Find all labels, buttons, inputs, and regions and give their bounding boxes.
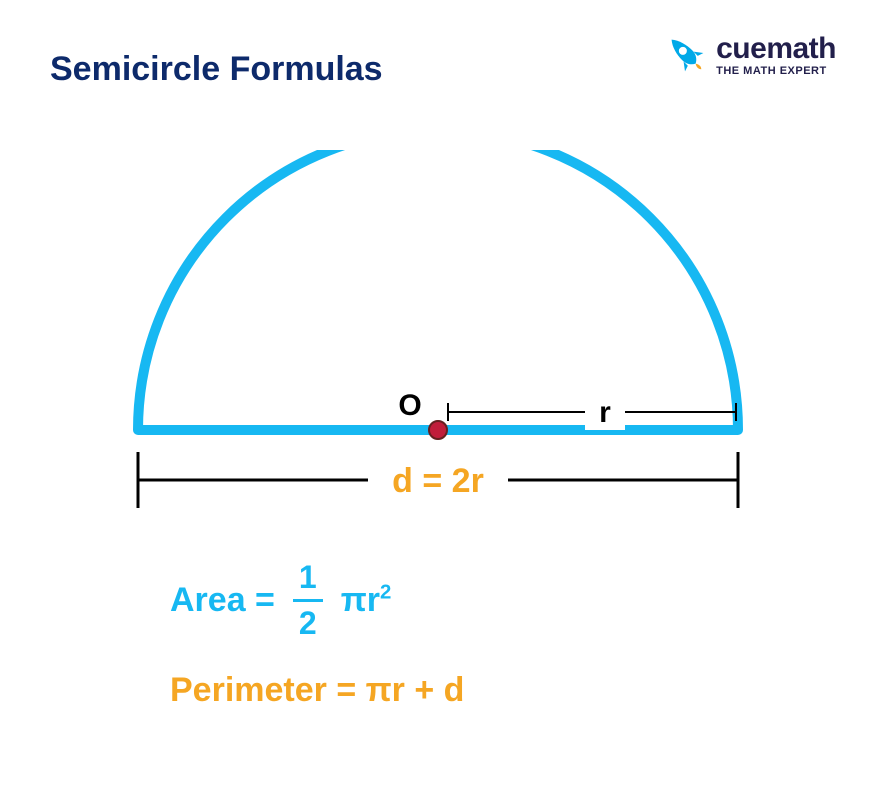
semicircle-shape bbox=[138, 150, 738, 430]
area-formula: Area = 1 2 πr2 bbox=[170, 560, 464, 641]
page: Semicircle Formulas cuemath THE MATH EXP… bbox=[0, 0, 876, 793]
logo-brand: cuemath bbox=[716, 34, 836, 64]
fraction-numerator: 1 bbox=[293, 560, 323, 602]
radius-marker: r bbox=[448, 394, 736, 430]
center-dot bbox=[429, 421, 447, 439]
perimeter-formula: Perimeter = πr + d bbox=[170, 671, 464, 710]
one-half-fraction: 1 2 bbox=[293, 560, 323, 641]
diameter-label: d = 2r bbox=[392, 462, 484, 500]
fraction-denominator: 2 bbox=[299, 602, 317, 641]
semicircle-diagram: O r d = 2r bbox=[0, 150, 876, 530]
exponent: 2 bbox=[380, 582, 391, 604]
area-label: Area = bbox=[170, 581, 275, 620]
center-label: O bbox=[398, 389, 421, 422]
page-title: Semicircle Formulas bbox=[50, 50, 383, 89]
formulas-block: Area = 1 2 πr2 Perimeter = πr + d bbox=[170, 560, 464, 710]
logo-tagline: THE MATH EXPERT bbox=[716, 66, 836, 77]
rocket-icon bbox=[662, 30, 708, 81]
pi-r-squared: πr2 bbox=[341, 581, 392, 620]
logo-text: cuemath THE MATH EXPERT bbox=[716, 34, 836, 77]
pi-r-text: πr bbox=[341, 581, 380, 619]
brand-logo: cuemath THE MATH EXPERT bbox=[662, 30, 836, 81]
radius-label: r bbox=[599, 396, 611, 429]
diameter-marker: d = 2r bbox=[138, 452, 738, 508]
